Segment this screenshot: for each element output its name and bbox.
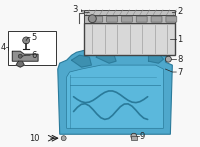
Bar [8,31,56,65]
Text: 4: 4 [0,43,5,52]
Polygon shape [149,53,163,63]
Text: 5: 5 [31,33,36,42]
Bar [131,136,137,140]
FancyBboxPatch shape [121,16,132,22]
Text: 10: 10 [29,134,40,143]
Circle shape [61,136,66,141]
Text: 3: 3 [72,5,78,14]
Circle shape [23,37,30,44]
FancyBboxPatch shape [107,16,118,22]
Text: 1: 1 [177,35,183,44]
Polygon shape [67,65,163,128]
Circle shape [88,15,96,23]
Text: 8: 8 [177,55,183,64]
Bar [84,10,175,15]
FancyBboxPatch shape [151,16,162,22]
Polygon shape [58,47,172,134]
Circle shape [165,56,171,62]
Text: 6: 6 [31,51,36,60]
Polygon shape [96,51,116,63]
Polygon shape [72,55,91,67]
FancyBboxPatch shape [92,16,103,22]
Text: 7: 7 [177,67,183,77]
Polygon shape [16,61,24,67]
Text: 9: 9 [140,132,145,141]
Bar [84,15,175,23]
Bar [84,23,175,55]
Circle shape [131,133,137,139]
Polygon shape [12,51,38,61]
Text: 2: 2 [177,7,183,16]
FancyBboxPatch shape [136,16,147,22]
FancyBboxPatch shape [166,16,177,22]
Circle shape [18,54,22,58]
